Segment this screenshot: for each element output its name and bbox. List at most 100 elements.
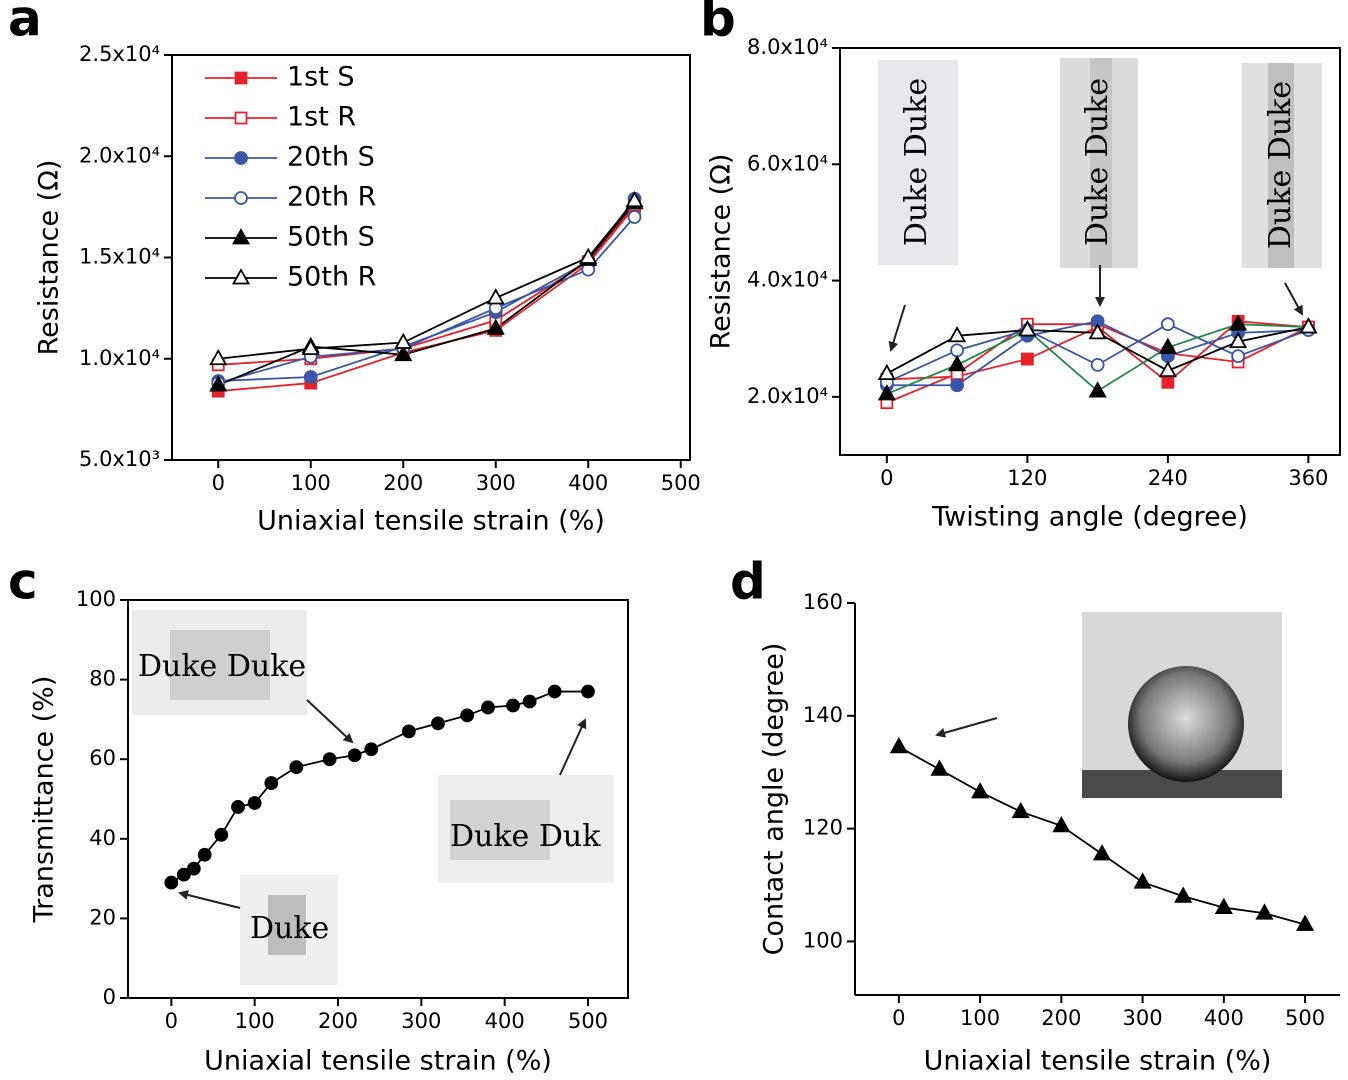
- x-tick-label: 500: [568, 1009, 608, 1033]
- marker: [486, 288, 505, 305]
- marker: [930, 759, 949, 776]
- legend-label: 20th S: [287, 142, 375, 173]
- insets: [132, 58, 1322, 985]
- arrow: [1284, 282, 1303, 316]
- x-tick-label: 100: [235, 1009, 275, 1033]
- marker: [234, 71, 248, 85]
- x-tick-label: 500: [1285, 1006, 1325, 1030]
- photo-film: [450, 800, 550, 860]
- chart: b 0 120 240 360 2.0x10⁴ 4.0x10⁴ 6.0x10⁴ 8.0x10⁴ T…: [700, 0, 1341, 533]
- marker: [394, 344, 413, 362]
- chart: a 0 100 200 300 400 500 5.0x10³ 1.0x10⁴ 1.5x10⁴ 2.…: [8, 0, 701, 537]
- arrows: [178, 265, 1303, 909]
- marker: [1255, 903, 1274, 920]
- y-axis-label: Transmittance (%): [29, 676, 60, 924]
- marker: [877, 384, 896, 401]
- marker: [1214, 897, 1233, 914]
- x-tick-label: 240: [1148, 466, 1188, 490]
- marker: [303, 370, 318, 384]
- arrow: [888, 304, 906, 352]
- series-line: [218, 200, 636, 360]
- x-tick-label: 200: [1041, 1006, 1081, 1030]
- photo-smear: [1090, 58, 1112, 268]
- x-tick-label: 400: [568, 471, 608, 495]
- panel-label: b: [700, 0, 736, 48]
- marker: [176, 867, 191, 882]
- marker: [214, 827, 229, 842]
- series-line: [217, 202, 636, 386]
- marker: [950, 378, 964, 393]
- photo-text: Duke Duke: [1263, 81, 1298, 249]
- panel-label: d: [730, 553, 766, 611]
- x-tick-label: 0: [165, 1009, 178, 1033]
- marker: [486, 318, 505, 335]
- photo-film: [268, 895, 306, 955]
- marker: [234, 151, 248, 165]
- series-line: [218, 204, 636, 366]
- marker: [481, 700, 495, 715]
- marker: [1088, 323, 1107, 340]
- y-tick-label: 140: [803, 703, 843, 727]
- x-tick-label: 300: [1123, 1006, 1163, 1030]
- x-tick-label: 200: [318, 1009, 358, 1033]
- marker: [1158, 337, 1177, 354]
- y-tick-label: 160: [803, 590, 843, 614]
- y-tick-label: 40: [89, 826, 116, 850]
- marker: [186, 861, 201, 876]
- arrow: [178, 890, 241, 909]
- marker: [1133, 872, 1152, 889]
- marker: [1011, 801, 1030, 819]
- x-tick-label: 300: [401, 1009, 441, 1033]
- marker: [231, 800, 245, 814]
- marker: [322, 752, 337, 767]
- marker: [625, 190, 644, 208]
- x-tick-label: 100: [291, 471, 331, 495]
- y-tick-label: 2.0x10⁴: [747, 384, 828, 408]
- legend-label: 20th R: [287, 182, 376, 213]
- marker: [231, 268, 251, 285]
- x-tick-label: 0: [212, 471, 225, 495]
- x-tick-label: 200: [383, 471, 423, 495]
- marker: [1296, 914, 1315, 931]
- marker: [301, 338, 320, 356]
- photo: [878, 60, 958, 265]
- marker: [1160, 317, 1175, 332]
- x-axis-label: Uniaxial tensile strain (%): [257, 506, 605, 537]
- marker: [506, 698, 520, 713]
- marker: [627, 210, 642, 224]
- y-tick-label: 100: [76, 587, 116, 611]
- marker: [1231, 349, 1246, 364]
- photo-text: Duke Duke: [138, 649, 306, 684]
- marker: [1090, 357, 1105, 372]
- marker: [394, 332, 413, 349]
- marker: [264, 776, 279, 790]
- marker: [401, 724, 416, 739]
- marker: [1092, 844, 1111, 861]
- marker: [877, 363, 896, 380]
- marker: [460, 708, 475, 723]
- y-axis-label: Resistance (Ω): [706, 154, 737, 350]
- y-tick-label: 1.0x10⁴: [79, 346, 160, 370]
- arrow: [306, 699, 354, 744]
- x-tick-label: 400: [485, 1009, 525, 1033]
- x-tick-label: 360: [1288, 466, 1328, 490]
- marker: [889, 736, 908, 754]
- x-tick-label: 300: [476, 471, 516, 495]
- y-tick-label: 4.0x10⁴: [747, 268, 828, 292]
- photo-film: [170, 630, 270, 700]
- x-tick-label: 0: [880, 466, 893, 490]
- x-axis-label: Uniaxial tensile strain (%): [924, 1046, 1272, 1077]
- marker: [289, 760, 304, 775]
- y-tick-label: 100: [803, 928, 843, 952]
- marker: [1161, 375, 1175, 389]
- series-line: [218, 198, 636, 382]
- photo-text: Duke: [250, 911, 329, 946]
- marker: [209, 375, 228, 392]
- marker: [1158, 360, 1177, 378]
- marker: [1299, 317, 1318, 334]
- photo-text: Duke Duke: [1080, 78, 1115, 246]
- arrow: [559, 718, 587, 776]
- marker: [164, 875, 179, 890]
- legend-label: 1st S: [287, 62, 355, 93]
- marker: [522, 694, 537, 709]
